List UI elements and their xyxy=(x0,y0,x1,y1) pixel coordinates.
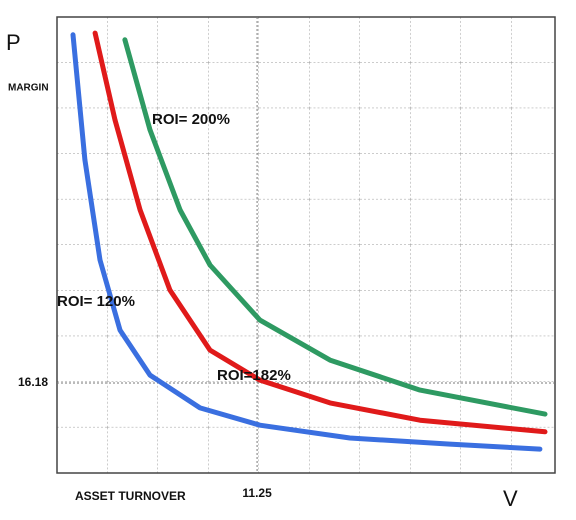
x-axis-label: ASSET TURNOVER xyxy=(75,489,186,503)
x-axis-symbol: V xyxy=(503,486,518,511)
curve xyxy=(92,30,548,435)
plot-area xyxy=(56,16,556,474)
curve-label: ROI=182% xyxy=(217,367,291,384)
curve-label: ROI= 120% xyxy=(57,293,135,310)
y-axis-label: MARGIN xyxy=(8,83,49,94)
curve-label: ROI= 200% xyxy=(152,111,230,128)
y-axis-symbol: P xyxy=(6,30,21,55)
curve xyxy=(70,32,543,452)
x-tick-label: 11.25 xyxy=(242,486,272,500)
curve xyxy=(122,37,548,417)
y-tick-label: 16.18 xyxy=(18,375,48,389)
